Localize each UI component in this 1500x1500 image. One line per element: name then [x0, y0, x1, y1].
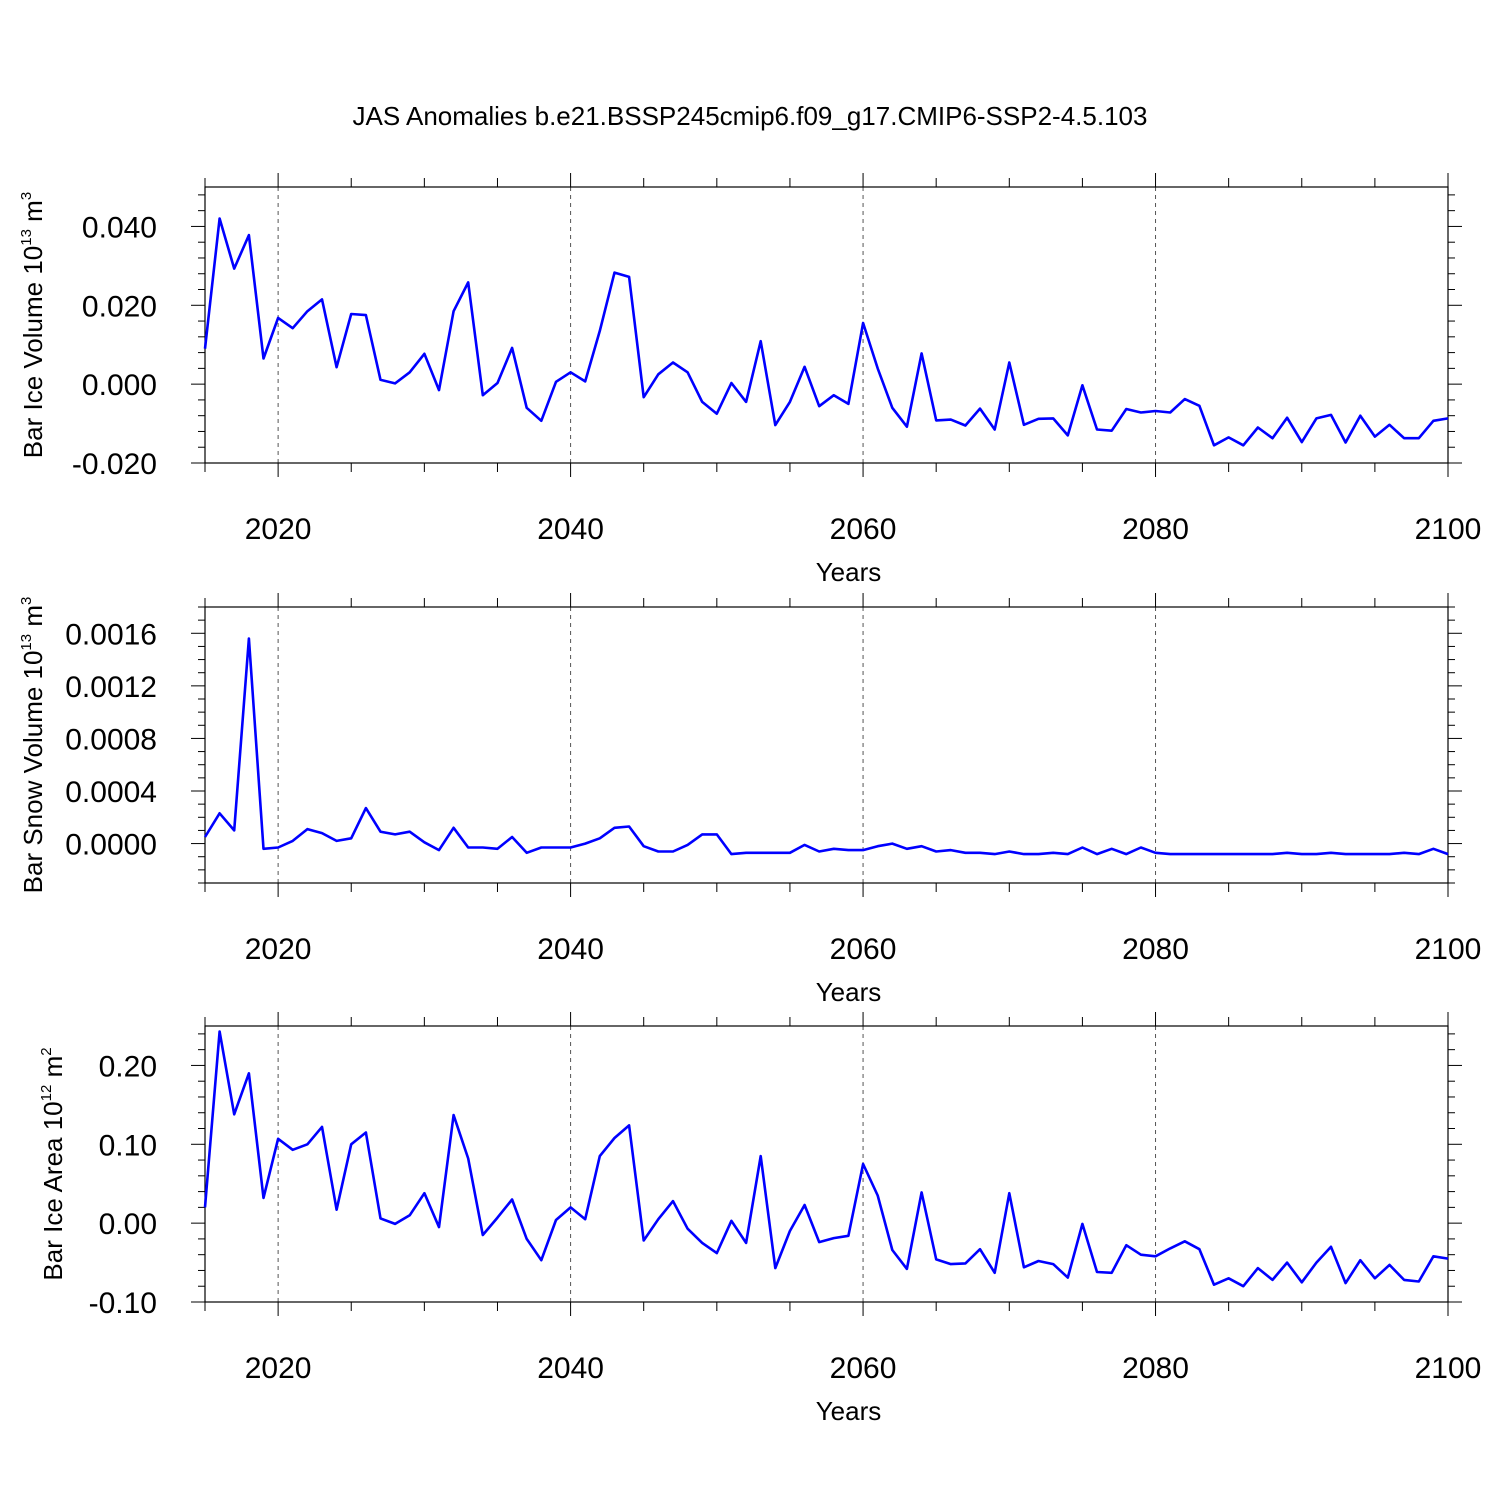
- y-tick-label: 0.040: [82, 211, 157, 244]
- y-tick-label: 0.0004: [65, 776, 157, 809]
- y-axis-label-exponent: 12: [38, 1085, 55, 1102]
- x-axis-label: Years: [816, 557, 882, 587]
- x-tick-label: 2020: [245, 1352, 312, 1385]
- y-tick-label: 0.0016: [65, 618, 157, 651]
- y-tick-label: -0.020: [72, 448, 157, 481]
- y-tick-label: 0.00: [99, 1208, 157, 1241]
- y-axis-label-exponent: 13: [18, 229, 35, 246]
- y-axis-label: Bar Ice Volume 1013 m3: [18, 192, 48, 458]
- panel-ice-area: -0.10 0.00 0.10 0.20 2020 2040 2060 2080 2100 Yea…: [38, 1012, 1481, 1426]
- x-tick-label: 2080: [1122, 933, 1189, 966]
- y-axis-label-unit: m: [18, 605, 48, 634]
- y-axis-label-main: Bar Snow Volume 10: [18, 651, 48, 894]
- y-axis-label-unit: m: [18, 200, 48, 229]
- y-axis-label-unit-exponent: 2: [38, 1047, 55, 1055]
- x-tick-label: 2040: [537, 933, 604, 966]
- x-tick-label: 2020: [245, 933, 312, 966]
- x-tick-label: 2100: [1415, 513, 1482, 546]
- y-tick-label: 0.0012: [65, 671, 157, 704]
- series-line: [203, 637, 1449, 856]
- y-axis-label: Bar Ice Area 1012 m2: [38, 1047, 68, 1280]
- x-tick-label: 2100: [1415, 933, 1482, 966]
- panels: -0.020 0.000 0.020 0.040 2020 2040 2060 2080 210…: [18, 173, 1481, 1426]
- x-tick-label: 2040: [537, 1352, 604, 1385]
- y-tick-label: 0.0000: [65, 829, 157, 862]
- x-axis-label: Years: [816, 977, 882, 1007]
- x-tick-label: 2060: [830, 933, 897, 966]
- y-tick-label: 0.20: [99, 1050, 157, 1083]
- x-tick-label: 2040: [537, 513, 604, 546]
- x-axis-label: Years: [816, 1396, 882, 1426]
- x-tick-label: 2100: [1415, 1352, 1482, 1385]
- chart-title: JAS Anomalies b.e21.BSSP245cmip6.f09_g17…: [353, 101, 1148, 131]
- y-tick-label: 0.0008: [65, 723, 157, 756]
- y-tick-label: 0.020: [82, 290, 157, 323]
- plot-frame: [204, 186, 1449, 464]
- plot-frame: [204, 1025, 1449, 1303]
- x-tick-label: 2060: [830, 513, 897, 546]
- y-axis-label-unit: m: [38, 1056, 68, 1085]
- panel-ice-volume: -0.020 0.000 0.020 0.040 2020 2040 2060 2080 210…: [18, 173, 1481, 587]
- series-line: [203, 1030, 1449, 1288]
- series-line: [203, 217, 1449, 447]
- y-axis-label: Bar Snow Volume 1013 m3: [18, 597, 48, 894]
- x-tick-label: 2060: [830, 1352, 897, 1385]
- y-tick-label: -0.10: [89, 1287, 157, 1320]
- x-tick-label: 2080: [1122, 513, 1189, 546]
- y-tick-label: 0.000: [82, 369, 157, 402]
- x-tick-label: 2020: [245, 513, 312, 546]
- y-axis-label-unit-exponent: 3: [18, 597, 35, 605]
- y-axis-label-unit-exponent: 3: [18, 192, 35, 200]
- panel-snow-volume: 0.0000 0.0004 0.0008 0.0012 0.0016 2020 2040 20…: [18, 593, 1481, 1007]
- y-axis-label-exponent: 13: [18, 634, 35, 651]
- x-tick-label: 2080: [1122, 1352, 1189, 1385]
- y-axis-label-main: Bar Ice Volume 10: [18, 246, 48, 458]
- plot-frame: [204, 606, 1449, 884]
- y-axis-label-main: Bar Ice Area 10: [38, 1101, 68, 1280]
- y-tick-label: 0.10: [99, 1129, 157, 1162]
